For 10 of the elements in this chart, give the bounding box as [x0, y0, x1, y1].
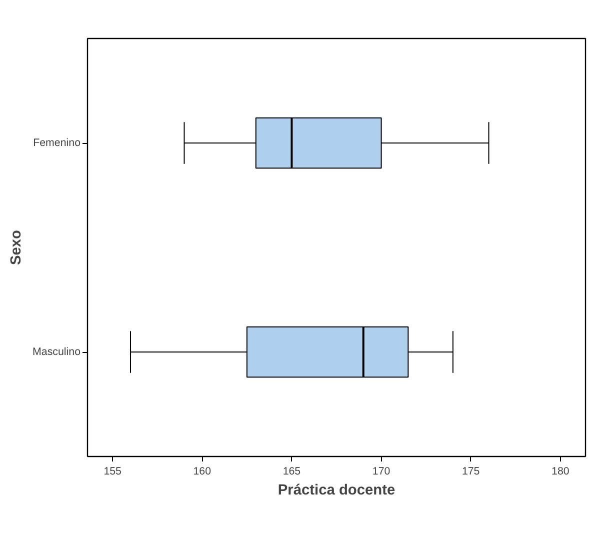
x-tick-label: 170 — [372, 466, 390, 478]
x-tick-label: 165 — [282, 466, 301, 478]
y-tick-label: Femenino — [33, 137, 81, 149]
x-tick-label: 180 — [552, 466, 570, 478]
x-axis-title: Práctica docente — [278, 482, 396, 498]
x-tick-label: 155 — [104, 466, 122, 478]
x-tick-label: 175 — [462, 466, 480, 478]
x-tick-label: 160 — [193, 466, 212, 478]
y-axis-title: Sexo — [8, 230, 25, 266]
y-tick-label: Masculino — [32, 346, 81, 358]
